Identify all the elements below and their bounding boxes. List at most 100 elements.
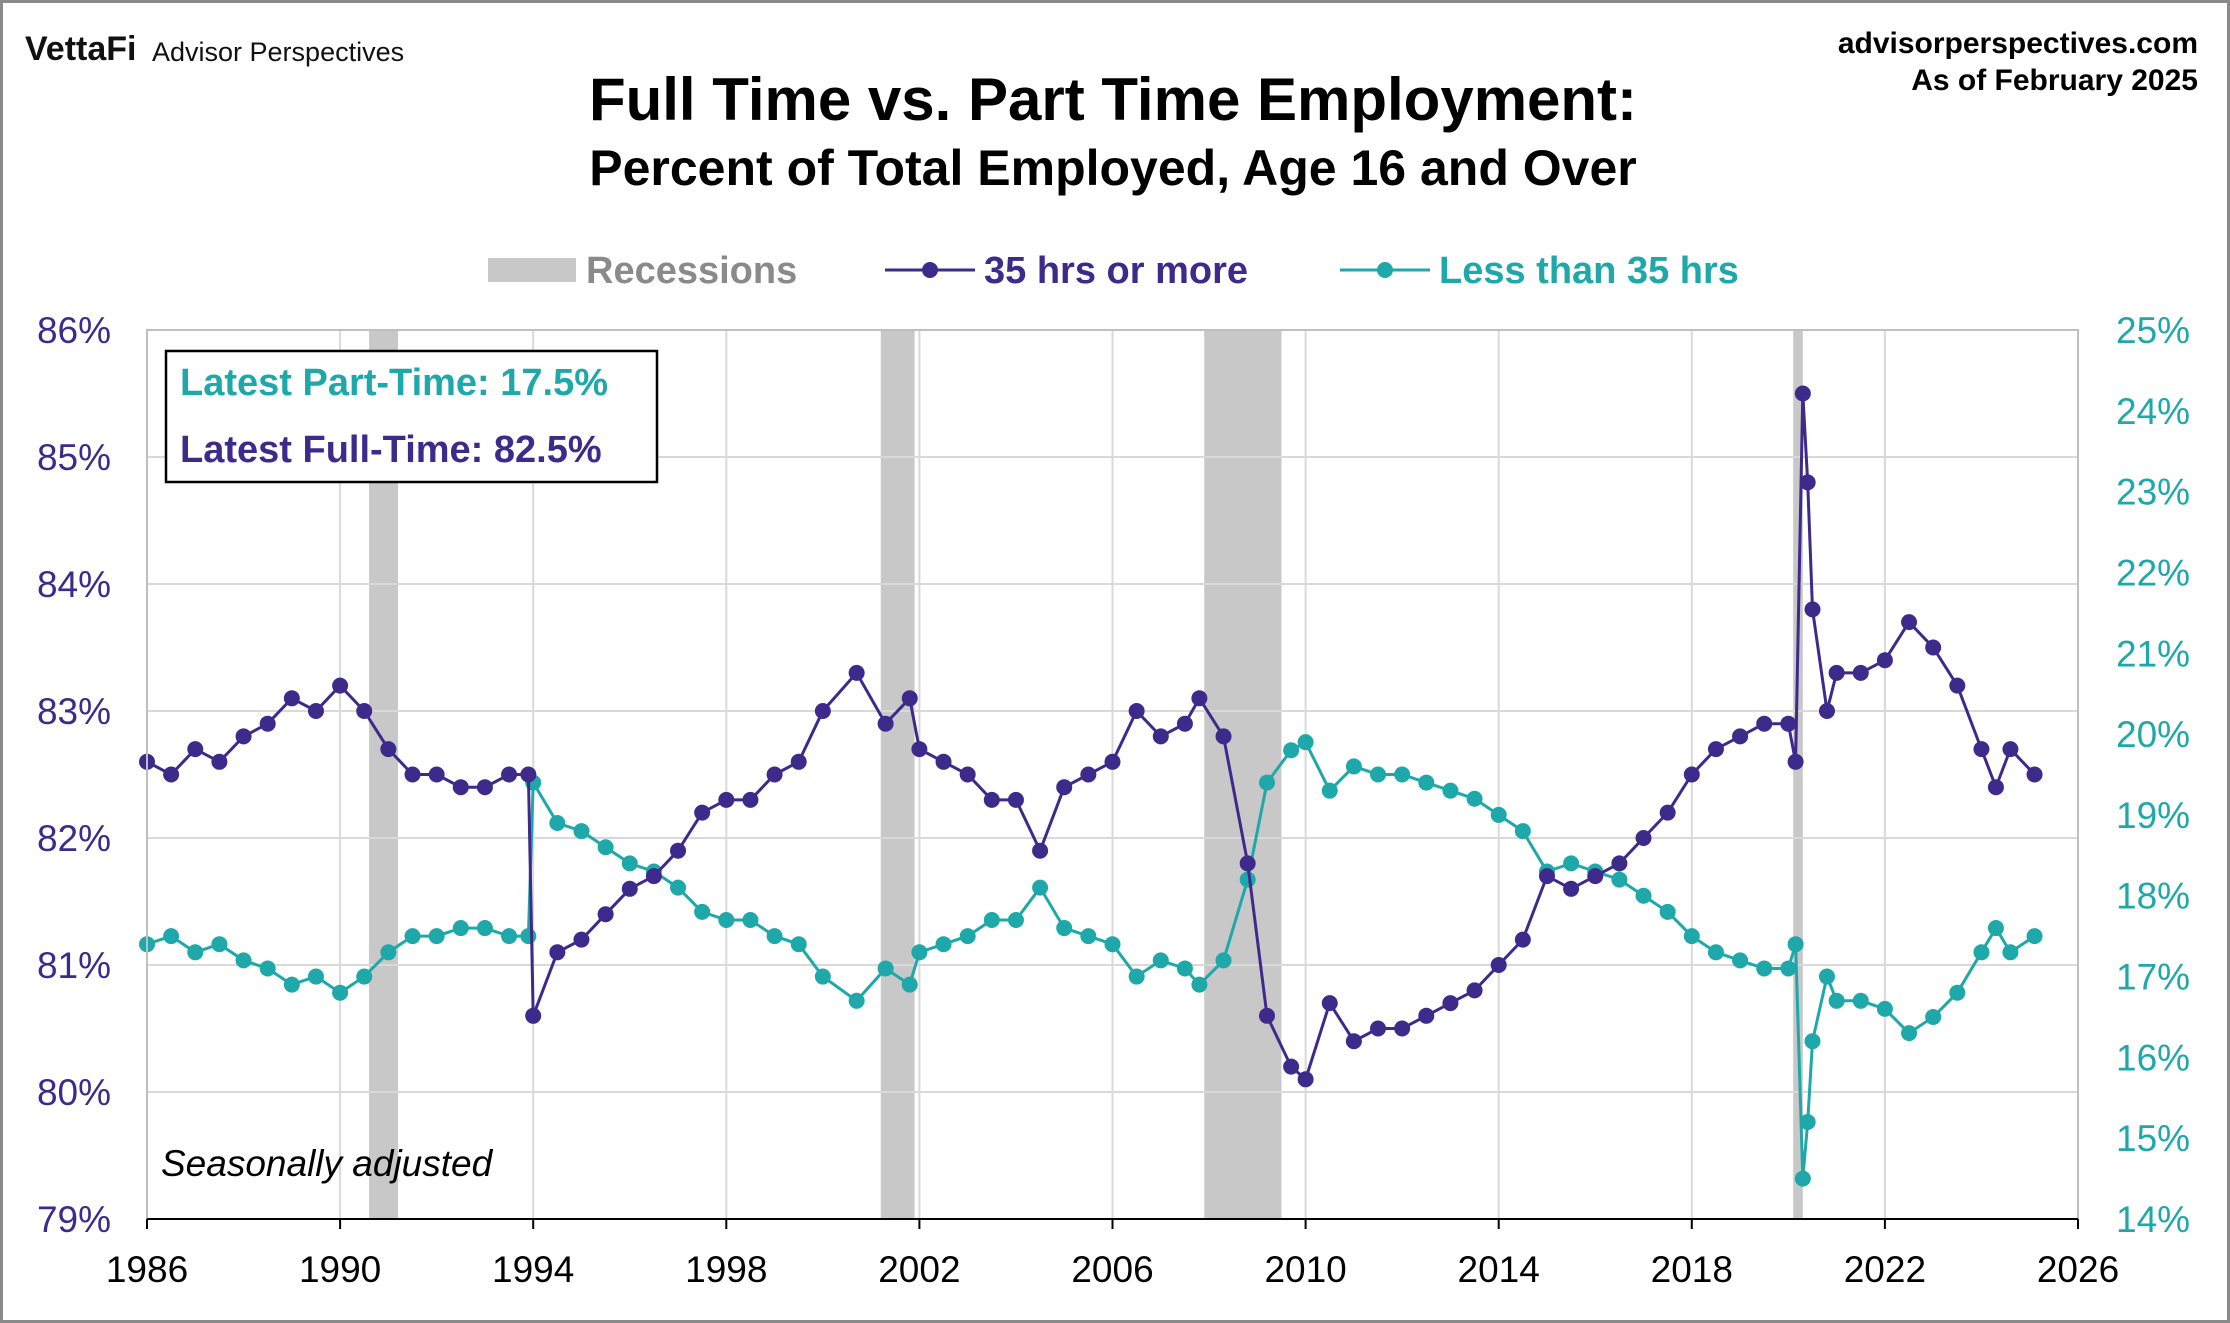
- full-time-point: [983, 791, 1000, 808]
- x-tick-label: 2006: [1071, 1249, 1153, 1290]
- part-time-point: [1490, 806, 1507, 823]
- legend-ft-marker: [922, 262, 938, 278]
- full-time-point: [911, 741, 928, 758]
- full-time-point: [2002, 741, 2019, 758]
- part-time-point: [742, 911, 759, 928]
- x-tick-label: 2022: [1844, 1249, 1926, 1290]
- full-time-point: [1756, 715, 1773, 732]
- part-time-point: [1297, 734, 1314, 751]
- y-right-tick-label: 22%: [2116, 552, 2190, 593]
- part-time-point: [935, 936, 952, 953]
- full-time-point: [1828, 664, 1845, 681]
- full-time-point: [959, 766, 976, 783]
- y-left-tick-label: 81%: [37, 945, 111, 986]
- site-url: advisorperspectives.com: [1838, 27, 2198, 60]
- axes: 1986 1990 1994 1998 2002 2006 2010 2014 2018 2022…: [37, 310, 2190, 1290]
- part-time-point: [1973, 944, 1990, 961]
- part-time-point: [670, 879, 687, 896]
- part-time-point: [1370, 766, 1387, 783]
- part-time-point: [1635, 887, 1652, 904]
- part-time-point: [380, 944, 397, 961]
- full-time-point: [1538, 868, 1555, 885]
- part-time-point: [1707, 944, 1724, 961]
- full-time-point: [1949, 677, 1966, 694]
- full-time-point: [1799, 474, 1816, 491]
- part-time-point: [283, 976, 300, 993]
- full-time-point: [901, 690, 918, 707]
- part-time-point: [1828, 992, 1845, 1009]
- x-tick-label: 2014: [1458, 1249, 1540, 1290]
- full-time-point: [1587, 868, 1604, 885]
- part-time-point: [1756, 960, 1773, 977]
- part-time-point: [621, 855, 638, 872]
- part-time-point: [1794, 1170, 1811, 1187]
- part-time-point: [1345, 758, 1362, 775]
- full-time-point: [283, 690, 300, 707]
- x-tick-label: 1998: [685, 1249, 767, 1290]
- part-time-point: [163, 928, 180, 945]
- y-left-tick-label: 80%: [37, 1072, 111, 1113]
- full-time-point: [1818, 703, 1835, 719]
- full-time-point: [1321, 995, 1338, 1012]
- part-time-point: [718, 911, 735, 928]
- y-left-tick-label: 82%: [37, 818, 111, 859]
- full-time-point: [1442, 995, 1459, 1012]
- part-time-point: [790, 936, 807, 953]
- full-time-point: [211, 753, 228, 770]
- part-time-point: [1215, 952, 1232, 969]
- full-time-point: [1563, 880, 1580, 897]
- latest-values-box: Latest Part-Time: 17.5% Latest Full-Time…: [164, 349, 659, 484]
- full-time-point: [718, 791, 735, 808]
- part-time-point: [1659, 903, 1676, 920]
- part-time-point: [1128, 968, 1145, 985]
- full-time-point: [1176, 715, 1193, 732]
- full-time-point: [1707, 741, 1724, 758]
- part-time-point: [1258, 774, 1275, 791]
- full-time-point: [1925, 639, 1942, 656]
- full-time-point: [1780, 715, 1797, 732]
- part-time-point: [1780, 960, 1797, 977]
- part-time-point: [877, 960, 894, 977]
- full-time-point: [1215, 728, 1232, 745]
- y-left-tick-label: 84%: [37, 564, 111, 605]
- latest-full-time: Latest Full-Time: 82.5%: [180, 429, 602, 471]
- full-time-point: [1804, 601, 1821, 618]
- part-time-point: [1152, 952, 1169, 969]
- full-time-point: [1635, 830, 1652, 846]
- part-time-point: [1176, 960, 1193, 977]
- full-time-point: [1370, 1020, 1387, 1037]
- part-time-point: [766, 928, 783, 945]
- part-time-point: [1394, 766, 1411, 783]
- full-time-line: [146, 393, 2036, 1082]
- part-time-point: [452, 920, 469, 937]
- part-time-point: [1987, 920, 2004, 937]
- full-time-point: [1032, 842, 1049, 859]
- full-time-point: [501, 766, 518, 783]
- part-time-point: [1321, 782, 1338, 799]
- part-time-point: [1466, 790, 1483, 807]
- part-time-point: [356, 968, 373, 985]
- full-time-point: [1191, 690, 1208, 707]
- part-time-point: [1283, 742, 1300, 759]
- full-time-point: [1973, 741, 1990, 758]
- y-right-tick-label: 19%: [2116, 795, 2190, 836]
- part-time-point: [1901, 1025, 1918, 1042]
- part-time-point: [1104, 936, 1121, 953]
- full-time-point: [1007, 791, 1024, 808]
- full-time-point: [766, 766, 783, 783]
- full-time-point: [1514, 931, 1531, 948]
- vettafi-logo: VettaFi Advisor Perspectives: [25, 30, 404, 68]
- part-time-point: [1418, 774, 1435, 791]
- y-left-tick-label: 83%: [37, 691, 111, 732]
- y-right-tick-label: 20%: [2116, 714, 2190, 755]
- part-time-point: [404, 928, 421, 945]
- x-tick-label: 1994: [492, 1249, 574, 1290]
- legend-full-time: 35 hrs or more: [984, 250, 1248, 292]
- full-time-point: [520, 766, 537, 783]
- series-group: [139, 385, 2043, 1187]
- part-time-point: [911, 944, 928, 961]
- full-time-point: [1787, 753, 1804, 770]
- part-time-point: [2002, 944, 2019, 961]
- part-time-point: [1611, 871, 1628, 888]
- full-time-point: [742, 791, 759, 808]
